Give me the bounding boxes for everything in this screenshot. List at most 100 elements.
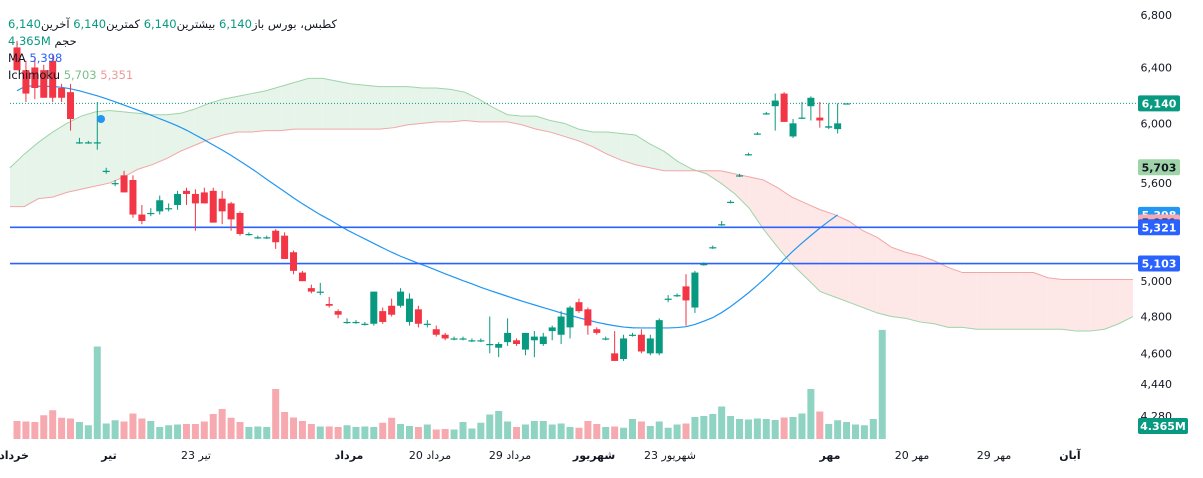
candle-body bbox=[290, 252, 298, 271]
volume-bar bbox=[646, 426, 654, 439]
price-badge-label: 6,140 bbox=[1142, 97, 1177, 110]
candle-body bbox=[75, 142, 83, 144]
volume-bar bbox=[200, 421, 208, 439]
volume-bar bbox=[147, 421, 155, 439]
volume-bar bbox=[343, 425, 351, 439]
ma-line bbox=[16, 85, 838, 329]
volume-bar bbox=[325, 426, 333, 439]
ichimoku-cloud-segment bbox=[493, 107, 508, 122]
candle-body bbox=[575, 302, 583, 312]
legend-low-label: کمترین bbox=[106, 17, 141, 31]
ichimoku-cloud-segment bbox=[607, 132, 622, 161]
candle-body bbox=[762, 113, 770, 115]
volume-bar bbox=[736, 419, 744, 439]
candle-body bbox=[379, 311, 387, 322]
candle-body bbox=[147, 212, 155, 215]
volume-bar bbox=[67, 418, 75, 439]
price-badge bbox=[1138, 159, 1180, 176]
volume-bar bbox=[182, 424, 190, 439]
volume-bar bbox=[602, 427, 610, 439]
candle-body bbox=[807, 97, 815, 107]
volume-bar bbox=[628, 419, 636, 439]
ichimoku-cloud-segment bbox=[948, 267, 963, 328]
ichimoku-cloud-segment bbox=[194, 103, 210, 146]
volume-bar bbox=[744, 419, 752, 439]
candle-body bbox=[361, 323, 369, 325]
candle-body bbox=[40, 70, 48, 98]
volume-bar bbox=[825, 424, 833, 439]
legend-ichimoku-b: 5,351 bbox=[100, 68, 134, 82]
volume-bar bbox=[191, 424, 199, 439]
candle-body bbox=[753, 133, 761, 135]
volume-bar bbox=[762, 419, 770, 439]
candle-body bbox=[834, 123, 842, 130]
candle-body bbox=[120, 175, 128, 193]
ichimoku-cloud-segment bbox=[777, 187, 792, 265]
candle-body bbox=[843, 103, 851, 105]
candle-body bbox=[227, 203, 235, 220]
legend-ichimoku-label: Ichimoku bbox=[8, 68, 61, 82]
volume-bar bbox=[530, 421, 538, 439]
ichimoku-cloud-segment bbox=[720, 170, 735, 194]
volume-bar bbox=[49, 410, 57, 439]
volume-bar bbox=[495, 411, 503, 439]
candle-body bbox=[22, 70, 30, 94]
volume-bar bbox=[860, 425, 868, 439]
candle-body bbox=[709, 247, 717, 249]
candle-body bbox=[798, 117, 806, 119]
ichimoku-cloud-segment bbox=[1047, 277, 1062, 330]
volume-bar bbox=[352, 427, 360, 439]
volume-bar bbox=[611, 426, 619, 439]
candle-body bbox=[539, 336, 547, 344]
candle-body bbox=[655, 320, 663, 354]
volume-bar bbox=[397, 424, 405, 439]
volume-bar bbox=[174, 424, 182, 439]
candle-body bbox=[682, 286, 690, 301]
volume-bar bbox=[753, 418, 761, 439]
ichimoku-cloud-segment bbox=[734, 173, 750, 209]
candle-body bbox=[405, 298, 413, 322]
ichimoku-span-b-line bbox=[10, 119, 1133, 280]
ichimoku-cloud-segment bbox=[479, 99, 494, 122]
candle-body bbox=[343, 321, 351, 324]
legend: کطبس، بورس باز6,140 بیشترین6,140 کمترین6… bbox=[8, 16, 337, 84]
ichimoku-cloud-segment bbox=[933, 260, 949, 328]
ichimoku-cloud-segment bbox=[24, 142, 39, 207]
y-axis-tick: 6,400 bbox=[1141, 61, 1173, 74]
candle-body bbox=[771, 100, 779, 107]
x-axis-tick: 20 مرداد bbox=[409, 449, 451, 462]
candle-body bbox=[432, 329, 440, 335]
y-axis-tick: 4,800 bbox=[1141, 311, 1173, 324]
legend-ma: MA 5,398 bbox=[8, 50, 337, 67]
ichimoku-cloud-segment bbox=[592, 132, 608, 155]
volume-bar bbox=[75, 422, 83, 439]
volume-bar bbox=[290, 417, 298, 439]
x-axis-tick: تیر bbox=[100, 449, 116, 462]
volume-bar bbox=[13, 421, 21, 439]
ichimoku-cloud-segment bbox=[763, 179, 778, 248]
candle-body bbox=[334, 311, 342, 315]
volume-bar bbox=[22, 421, 30, 439]
volume-bar bbox=[655, 421, 663, 439]
x-axis-tick: 23 تیر bbox=[181, 449, 211, 462]
ichimoku-cloud-segment bbox=[521, 116, 536, 130]
y-axis-tick: 5,600 bbox=[1141, 177, 1173, 190]
candle-body bbox=[450, 338, 458, 340]
ichimoku-cloud-segment bbox=[1033, 272, 1048, 330]
y-axis-tick: 5,000 bbox=[1141, 275, 1173, 288]
ichimoku-cloud-segment bbox=[66, 116, 82, 193]
candle-body bbox=[156, 200, 164, 212]
volume-bar bbox=[40, 415, 48, 439]
price-badge bbox=[1138, 95, 1180, 112]
ichimoku-cloud-segment bbox=[95, 110, 110, 187]
ichimoku-cloud-segment bbox=[322, 78, 337, 130]
ichimoku-cloud-segment bbox=[1076, 279, 1091, 332]
candle-body bbox=[316, 291, 324, 293]
candle-body bbox=[13, 47, 21, 71]
legend-volume: حجم 4.365M bbox=[8, 33, 337, 50]
legend-high-label: بیشترین bbox=[176, 17, 216, 31]
volume-bar bbox=[878, 329, 886, 439]
ichimoku-cloud-segment bbox=[550, 120, 565, 137]
volume-bar bbox=[548, 424, 556, 439]
